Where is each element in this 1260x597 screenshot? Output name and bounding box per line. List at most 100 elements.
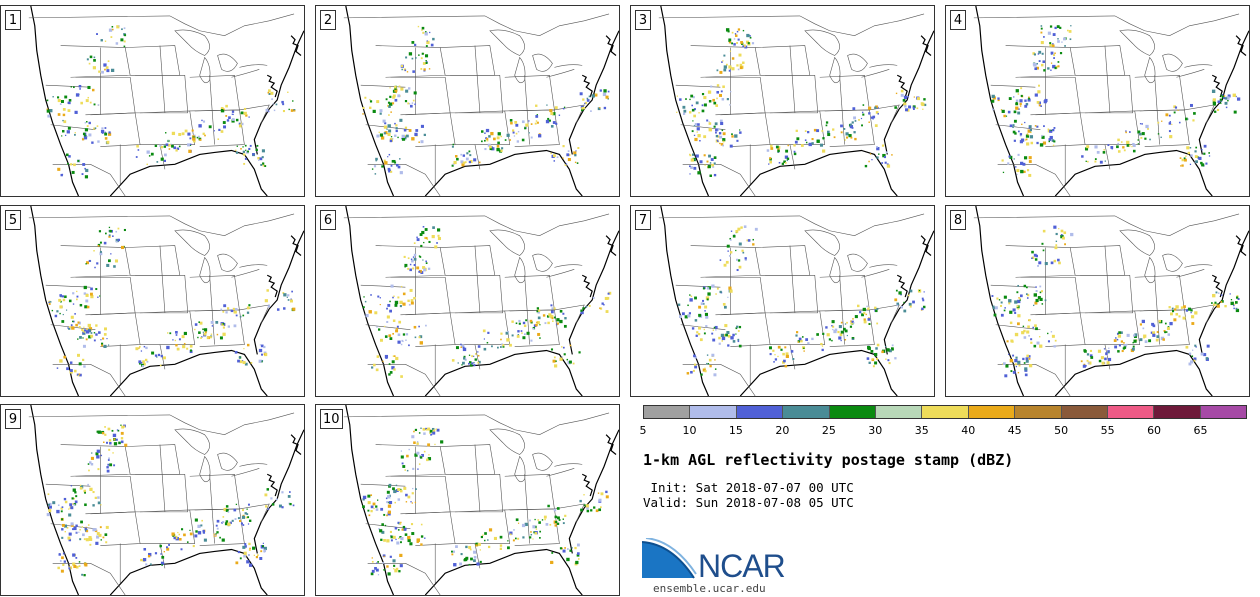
echo-pixel [75,524,78,527]
echo-pixel [93,103,96,106]
echo-pixel [783,160,786,164]
echo-pixel [404,100,408,103]
echo-pixel [874,306,877,310]
echo-pixel [1017,111,1021,115]
echo-pixel [1197,157,1199,159]
map-boundary [1119,229,1155,256]
map-boundary [581,473,593,497]
echo-pixel [97,468,100,471]
echo-pixel [418,54,420,56]
echo-pixel [1027,325,1030,329]
echo-pixel [384,122,387,125]
echo-pixel [88,469,90,472]
map-boundary [199,56,211,84]
echo-pixel [242,146,244,148]
echo-pixel [98,230,102,233]
logo-url[interactable]: ensemble.ucar.edu [653,582,766,595]
echo-pixel [528,132,530,134]
echo-pixel [895,92,898,95]
echo-pixel [76,295,79,298]
echo-pixel [574,154,577,157]
echo-pixel [440,440,444,444]
echo-pixel [90,292,93,296]
echo-pixel [400,450,403,452]
map-boundary [1119,29,1155,56]
echo-pixel [1014,132,1017,135]
echo-pixel [874,106,877,109]
echo-pixel [376,134,380,138]
echo-pixel [585,504,589,508]
echo-pixel [1026,142,1030,146]
echo-pixel [123,425,126,428]
map-boundary [995,324,1041,330]
echo-pixel [1194,150,1197,153]
echo-pixel [389,530,392,533]
echo-pixel [202,331,204,333]
echo-pixel [1150,331,1154,334]
echo-pixel [247,503,250,506]
echo-pixel [1185,117,1188,121]
echo-pixel [1040,290,1043,293]
echo-pixel [409,542,413,546]
echo-pixel [273,109,276,112]
echo-pixel [1225,106,1228,109]
echo-pixel [1088,361,1092,365]
echo-pixel [100,539,102,541]
map-boundary [990,284,1036,288]
echo-pixel [57,504,60,507]
echo-pixel [719,135,723,139]
echo-pixel [1001,109,1005,113]
echo-pixel [1132,149,1136,153]
echo-pixel [389,555,392,558]
echo-pixel [393,564,396,567]
echo-pixel [533,531,536,534]
map-boundary [861,269,890,278]
echo-pixel [923,98,926,101]
echo-pixel [80,520,83,524]
echo-pixel [868,106,872,110]
echo-pixel [706,287,710,290]
echo-pixel [567,158,571,162]
echo-pixel [715,134,719,138]
echo-pixel [79,484,82,487]
echo-pixel [249,547,251,550]
echo-pixel [51,309,54,312]
echo-pixel [692,120,694,122]
echo-pixel [711,163,714,167]
echo-pixel [1190,315,1195,319]
echo-pixel [822,137,825,140]
echo-pixel [500,332,503,335]
echo-pixel [838,336,842,340]
echo-pixel [698,112,700,114]
echo-pixel [732,234,736,238]
echo-pixel [232,307,235,311]
map-boundary [189,274,240,312]
figure-title: 1-km AGL reflectivity postage stamp (dBZ… [643,451,1014,469]
echo-pixel [386,539,390,543]
echo-pixel [698,313,702,317]
echo-pixel [383,159,386,162]
colorbar-tick-label: 25 [821,424,836,437]
echo-pixel [713,162,716,165]
echo-pixel [1116,332,1120,335]
echo-pixel [224,522,228,526]
echo-pixel [715,293,717,295]
echo-pixel [1107,144,1110,147]
echo-pixel [1179,157,1182,159]
echo-pixel [381,530,385,534]
echo-pixel [227,307,230,310]
echo-pixel [530,531,532,533]
echo-pixel [394,98,398,102]
echo-pixel [66,130,70,134]
echo-pixel [537,311,540,314]
echo-pixel [723,65,727,69]
echo-pixel [63,120,67,124]
map-boundary [345,405,395,595]
echo-pixel [189,349,193,352]
echo-pixel [784,155,789,159]
echo-pixel [142,360,145,364]
map-boundary [568,429,619,554]
echo-pixel [568,360,572,364]
echo-pixel [165,143,169,147]
echo-pixel [1097,349,1102,353]
